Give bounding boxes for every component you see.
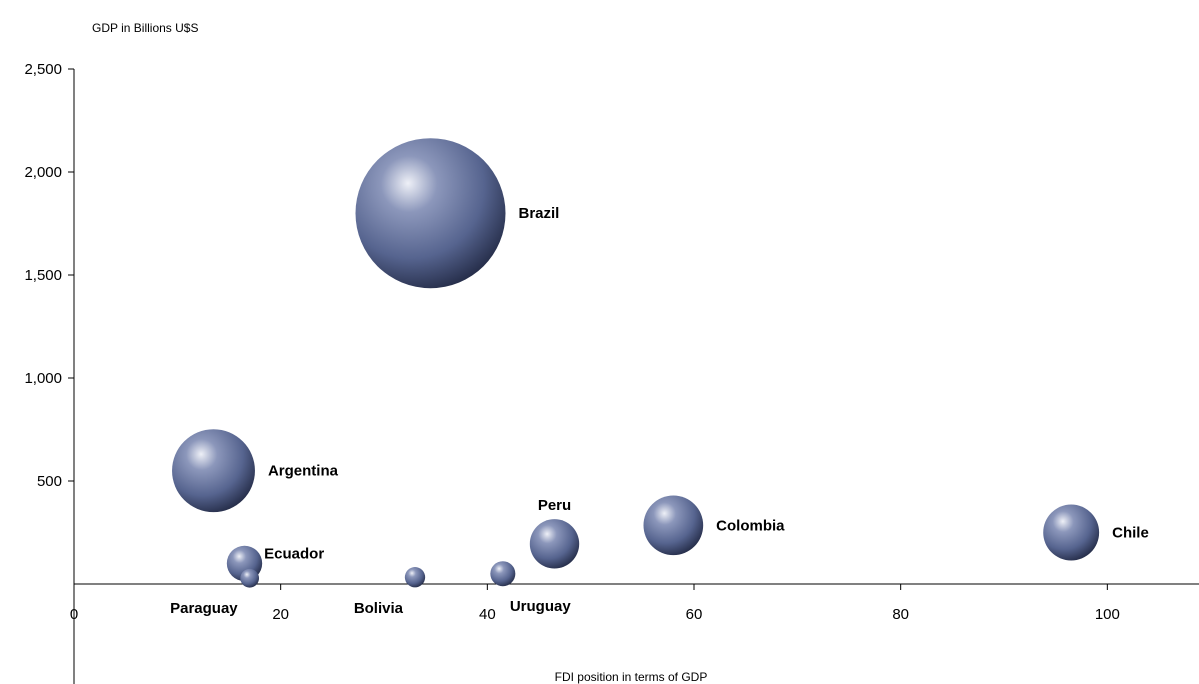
y-tick-label: 1,000 (24, 370, 62, 387)
bubble-chile (1043, 504, 1100, 561)
y-tick-label: 2,000 (24, 164, 62, 181)
x-tick-label: 80 (892, 606, 909, 623)
axes (73, 69, 1199, 684)
x-tick-label: 20 (272, 606, 289, 623)
bubble-label-argentina: Argentina (268, 463, 339, 480)
bubble-peru (529, 519, 580, 569)
y-tick-label: 1,500 (24, 267, 62, 284)
bubble-label-chile: Chile (1112, 525, 1149, 542)
bubble-brazil (355, 138, 506, 289)
bubble-label-ecuador: Ecuador (264, 545, 324, 562)
bubble-label-paraguay: Paraguay (170, 600, 238, 617)
y-axis-title: GDP in Billions U$S (92, 21, 199, 35)
bubble-labels: Brazil Argentina Ecuador Paraguay Bolivia Uru… (170, 205, 1149, 617)
y-tick-label: 2,500 (24, 61, 62, 78)
x-tick-label: 100 (1095, 606, 1120, 623)
x-tick-label: 40 (479, 606, 496, 623)
bubble-paraguay (240, 568, 260, 588)
bubble-bolivia (404, 567, 426, 588)
bubble-argentina (172, 429, 255, 513)
bubble-colombia (643, 495, 704, 556)
bubble-uruguay (490, 561, 516, 587)
bubble-label-peru: Peru (538, 497, 571, 514)
bubble-label-uruguay: Uruguay (510, 598, 572, 615)
bubble-label-colombia: Colombia (716, 517, 785, 534)
x-tick-label: 60 (686, 606, 703, 623)
bubbles (172, 138, 1100, 588)
bubble-label-brazil: Brazil (519, 205, 560, 222)
y-axis-ticks: 500 1,000 1,500 2,000 2,500 (24, 61, 74, 490)
y-tick-label: 500 (37, 473, 62, 490)
bubble-label-bolivia: Bolivia (354, 600, 404, 617)
x-axis-title: FDI position in terms of GDP (555, 670, 708, 684)
